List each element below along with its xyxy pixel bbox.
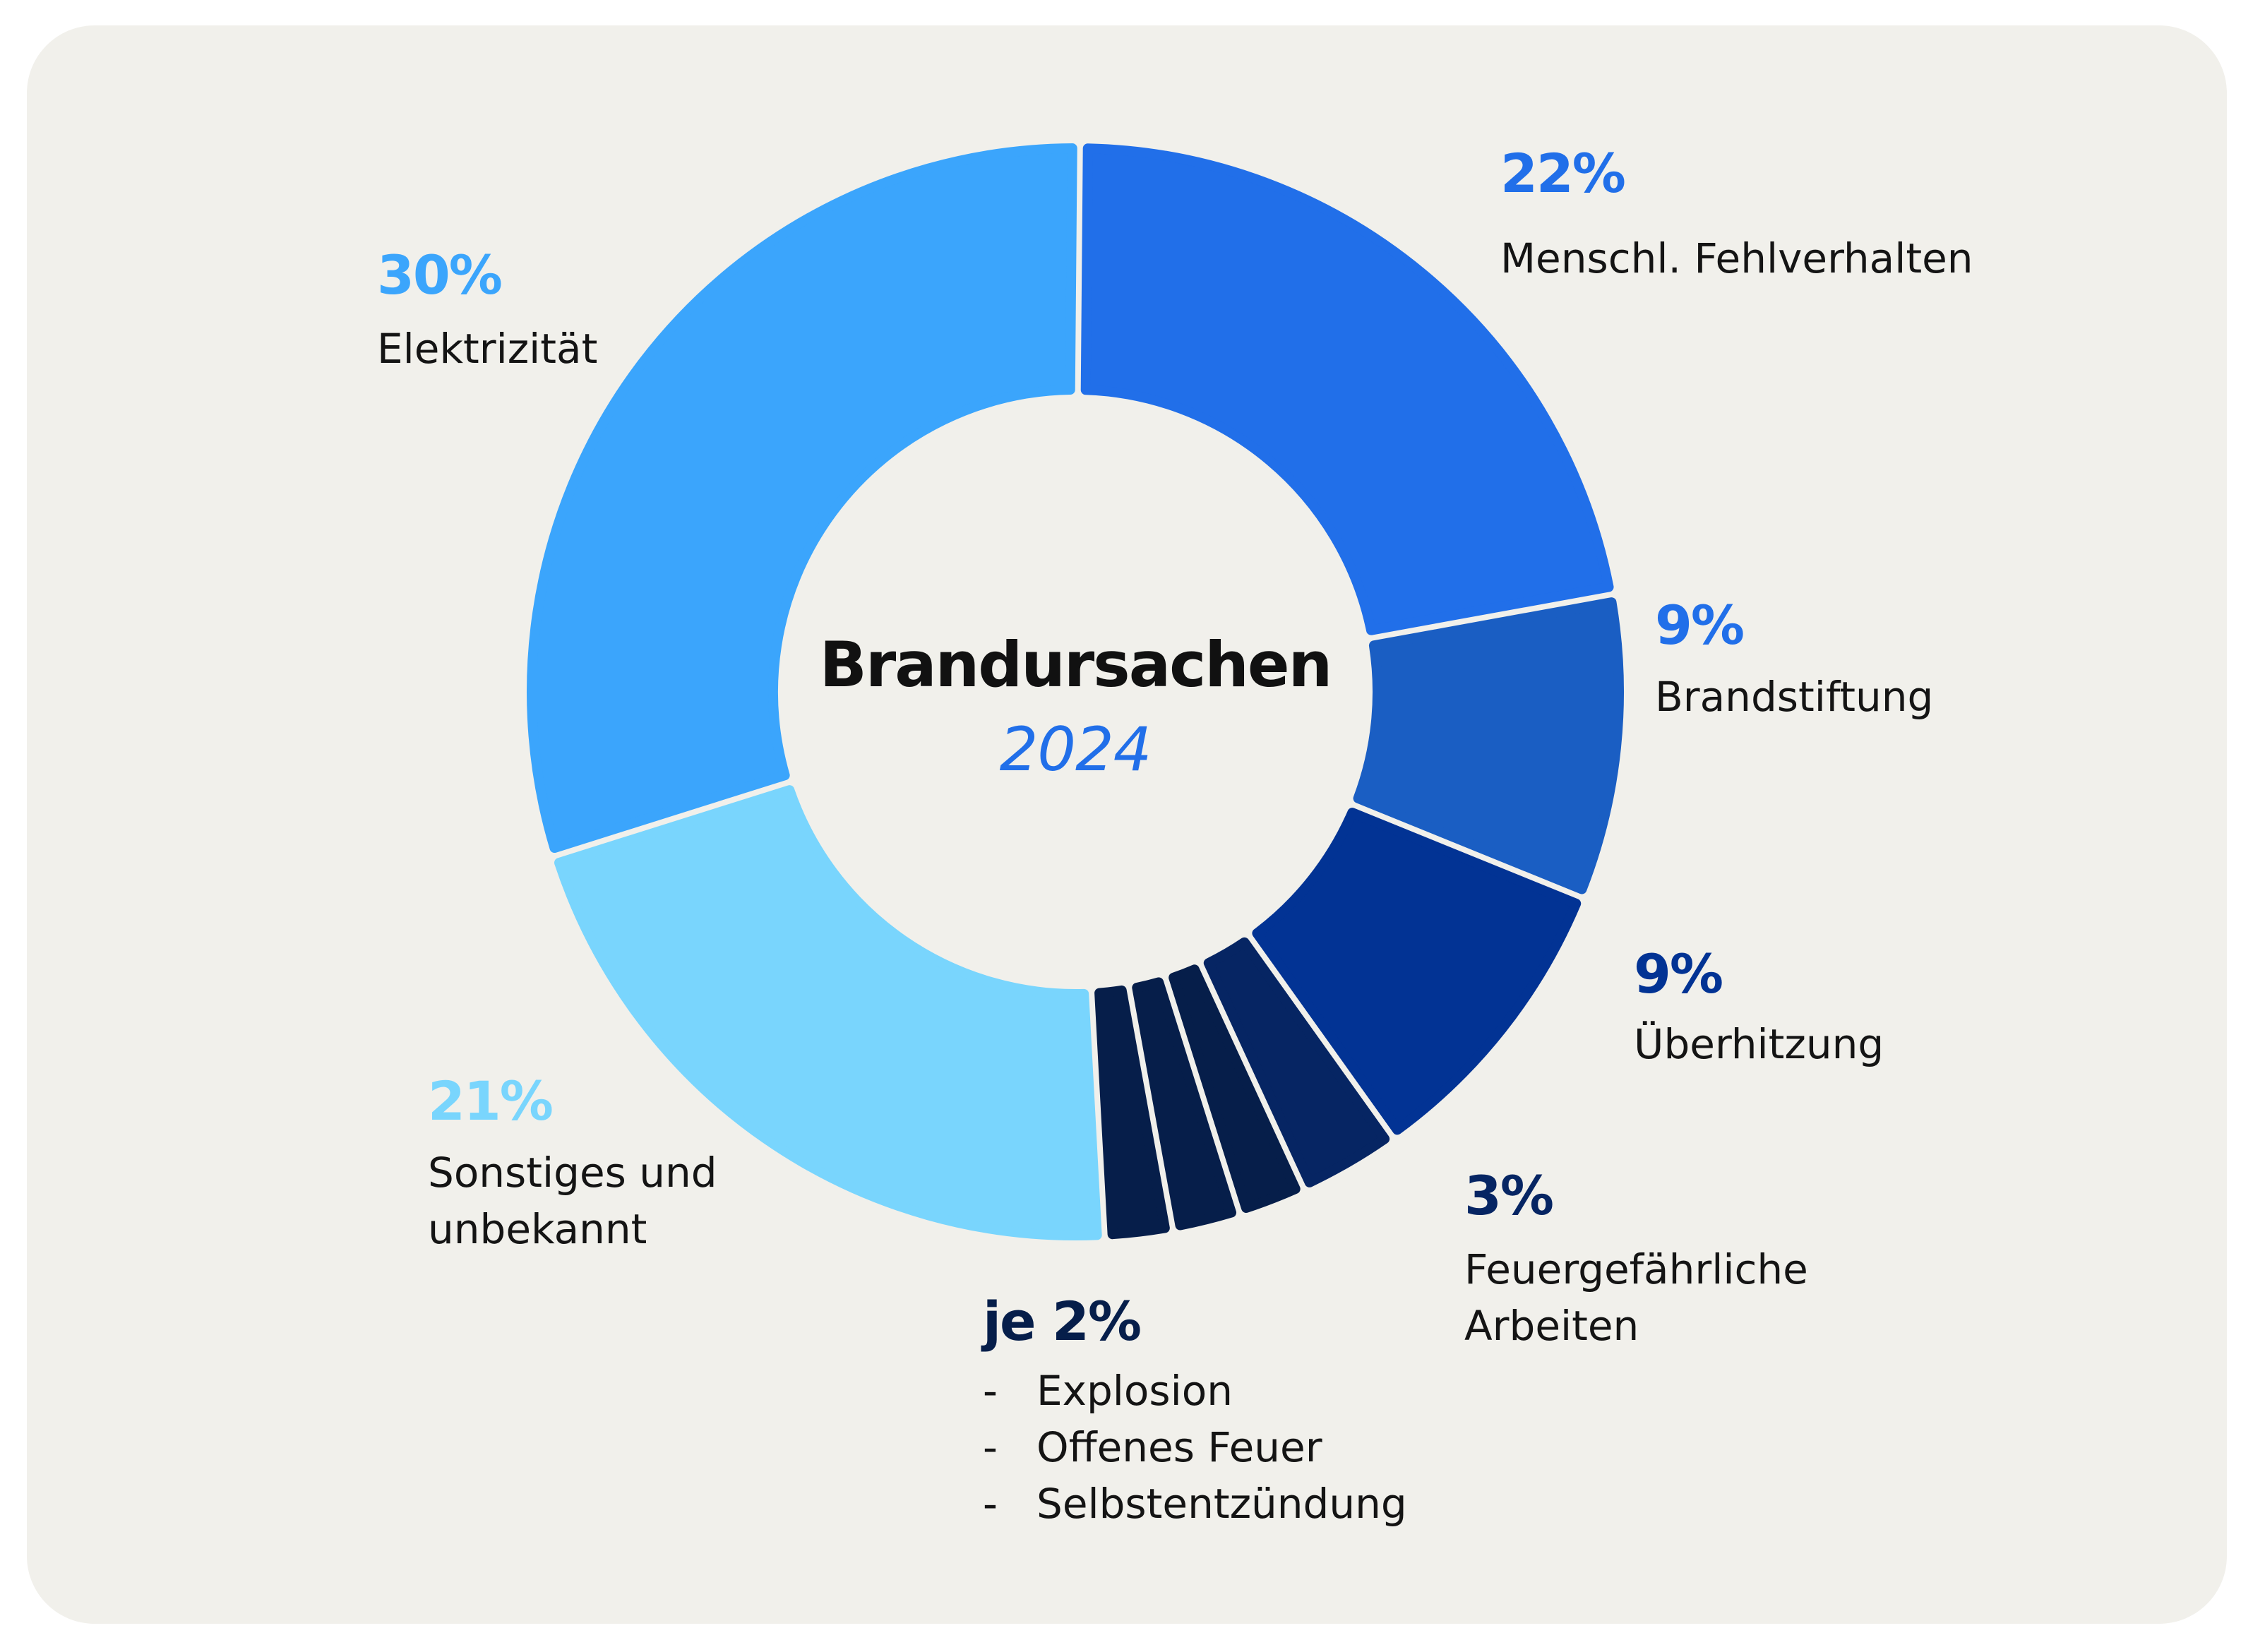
donut-slice-menschl-fehlverhalten [1080, 143, 1614, 635]
pct-label-feuergefaehrlich: 3% [1464, 1164, 1554, 1227]
chart-subtitle-year: 2024 [999, 714, 1152, 785]
donut-slice-berhitzung [1252, 808, 1582, 1135]
label-feuergefaehrlich-1: Feuergefährliche [1464, 1245, 1808, 1293]
donut-slice-brandstiftung [1353, 597, 1624, 894]
donut-slice-feuergef-hrliche-arbeiten [1203, 937, 1390, 1187]
group-list-item-selbstentzuendung: - Selbstentzündung [983, 1480, 1407, 1528]
label-menschl: Menschl. Fehlverhalten [1500, 234, 1973, 282]
label-sonstiges-1: Sonstiges und [428, 1149, 717, 1197]
group-list-item-offenes-feuer: - Offenes Feuer [983, 1423, 1322, 1471]
pct-label-menschl: 22% [1500, 142, 1626, 205]
group-list: - Explosion - Offenes Feuer - Selbstentzünd… [983, 1363, 1407, 1532]
label-ueberhitzung: Überhitzung [1634, 1020, 1884, 1068]
donut-slice-explosion [1094, 985, 1170, 1240]
group-list-item-explosion: - Explosion [983, 1367, 1233, 1415]
label-elektrizitaet: Elektrizität [377, 325, 598, 373]
chart-title: Brandursachen [819, 628, 1332, 701]
label-sonstiges-2: unbekannt [428, 1205, 647, 1253]
label-feuergefaehrlich-2: Arbeiten [1464, 1302, 1639, 1350]
pct-label-ueberhitzung: 9% [1634, 942, 1723, 1005]
donut-slice-elektrizit-t [527, 143, 1077, 854]
donut-slice-offenes-feuer [1132, 977, 1237, 1231]
pct-label-je2: je 2% [983, 1290, 1142, 1353]
pct-label-sonstiges: 21% [428, 1070, 554, 1132]
pct-label-brandstiftung: 9% [1655, 594, 1745, 657]
donut-slice-selbstentz-ndung [1169, 964, 1301, 1213]
label-brandstiftung: Brandstiftung [1655, 673, 1934, 721]
pct-label-elektrizitaet: 30% [377, 244, 503, 306]
donut-slice-sonstiges-und-unbekannt [554, 785, 1102, 1240]
